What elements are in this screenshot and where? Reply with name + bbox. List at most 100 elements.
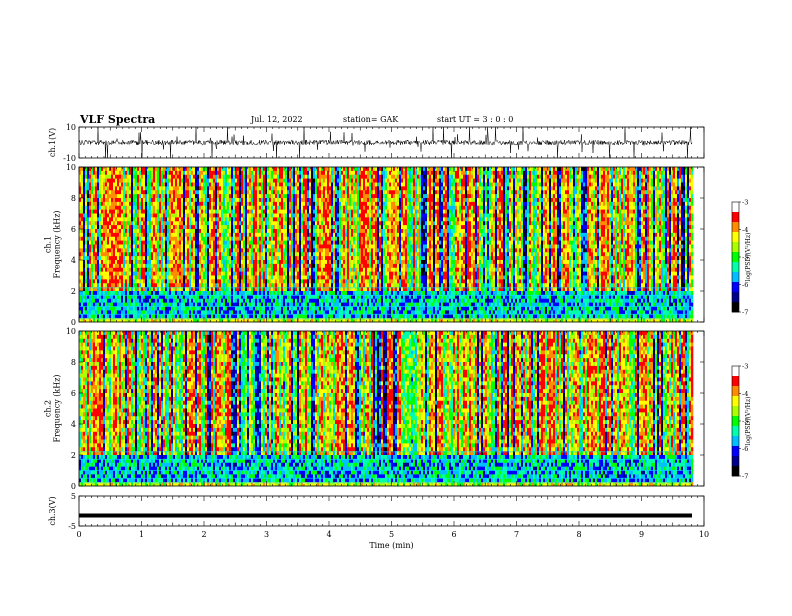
spectrogram-cell (109, 291, 111, 295)
spectrogram-cell (83, 237, 85, 241)
spectrogram-cell (135, 175, 137, 179)
spectrogram-cell (107, 198, 109, 202)
spectrogram-cell (103, 233, 105, 237)
spectrogram-cell (99, 210, 101, 214)
spectrogram-cell (91, 229, 93, 233)
spectrogram-cell (139, 237, 141, 241)
spectrogram-cell (143, 260, 145, 264)
spectrogram-cell (93, 214, 95, 218)
spectrogram-cell (97, 314, 99, 318)
spectrogram-cell (147, 245, 149, 249)
spectrogram-cell (137, 202, 139, 206)
spectrogram-cell (125, 248, 127, 252)
spectrogram-cell (107, 214, 109, 218)
spectrogram-cell (97, 291, 99, 295)
spectrogram-cell (135, 221, 137, 225)
spectrogram-cell (141, 221, 143, 225)
spectrogram-cell (133, 237, 135, 241)
spectrogram-cell (135, 202, 137, 206)
spectrogram-cell (149, 179, 151, 183)
spectrogram-cell (109, 307, 111, 311)
spectrogram-cell (133, 217, 135, 221)
spectrogram-cell (147, 171, 149, 175)
spectrogram-cell (117, 241, 119, 245)
spectrogram-cell (85, 171, 87, 175)
spectrogram-cell (81, 190, 83, 194)
spectrogram-cell (119, 268, 121, 272)
spectrogram-cell (147, 241, 149, 245)
spectrogram-cell (87, 210, 89, 214)
spectrogram-cell (97, 171, 99, 175)
spectrogram-cell (107, 210, 109, 214)
spectrogram-cell (119, 245, 121, 249)
spectrogram-cell (83, 214, 85, 218)
spectrogram-cell (123, 183, 125, 187)
spectrogram-cell (143, 276, 145, 280)
spectrogram-cell (123, 202, 125, 206)
spectrogram-cell (119, 198, 121, 202)
spectrogram-cell (135, 171, 137, 175)
spectrogram-cell (123, 272, 125, 276)
spectrogram-cell (131, 217, 133, 221)
spectrogram-cell (89, 210, 91, 214)
spectrogram-cell (109, 237, 111, 241)
spectrogram-cell (147, 221, 149, 225)
spectrogram-cell (137, 252, 139, 256)
spectrogram-cell (145, 194, 147, 198)
spectrogram-cell (91, 241, 93, 245)
spectrogram-cell (131, 279, 133, 283)
spectrogram-cell (139, 268, 141, 272)
spectrogram-cell (151, 210, 153, 214)
spectrogram-cell (81, 194, 83, 198)
spectrogram-cell (125, 260, 127, 264)
spectrogram-cell (125, 291, 127, 295)
spectrogram-cell (83, 221, 85, 225)
spectrogram-cell (99, 264, 101, 268)
spectrogram-cell (109, 225, 111, 229)
spectrogram-cell (95, 221, 97, 225)
spectrogram-cell (115, 241, 117, 245)
spectrogram-cell (125, 314, 127, 318)
spectrogram-cell (95, 206, 97, 210)
spectrogram-cell (111, 256, 113, 260)
spectrogram-cell (91, 268, 93, 272)
spectrogram-cell (111, 276, 113, 280)
spectrogram-cell (99, 256, 101, 260)
spectrogram-cell (83, 179, 85, 183)
spectrogram-cell (103, 264, 105, 268)
spectrogram-cell (93, 291, 95, 295)
spectrogram-cell (133, 202, 135, 206)
spectrogram-cell (101, 299, 103, 303)
spectrogram-cell (97, 264, 99, 268)
spectrogram-cell (139, 179, 141, 183)
spectrogram-cell (145, 206, 147, 210)
spectrogram-cell (85, 314, 87, 318)
spectrogram-cell (105, 167, 107, 171)
spectrogram-cell (105, 307, 107, 311)
spectrogram-cell (105, 179, 107, 183)
spectrogram-cell (151, 217, 153, 221)
spectrogram-cell (119, 167, 121, 171)
spectrogram-cell (93, 283, 95, 287)
spectrogram-cell (149, 307, 151, 311)
spectrogram-cell (109, 183, 111, 187)
spectrogram-cell (91, 202, 93, 206)
spectrogram-cell (87, 194, 89, 198)
spectrogram-cell (121, 210, 123, 214)
spectrogram-cell (95, 272, 97, 276)
spectrogram-cell (143, 237, 145, 241)
spectrogram-cell (119, 241, 121, 245)
spectrogram-cell (81, 206, 83, 210)
spectrogram-cell (149, 225, 151, 229)
spectrogram-cell (141, 190, 143, 194)
spectrogram-cell (127, 279, 129, 283)
spectrogram-cell (123, 175, 125, 179)
spectrogram-cell (149, 202, 151, 206)
spectrogram-cell (137, 245, 139, 249)
spectrogram-cell (149, 221, 151, 225)
spectrogram-cell (95, 248, 97, 252)
spectrogram-cell (103, 221, 105, 225)
spectrogram-cell (99, 252, 101, 256)
spectrogram-cell (145, 233, 147, 237)
spectrogram-cell (129, 183, 131, 187)
